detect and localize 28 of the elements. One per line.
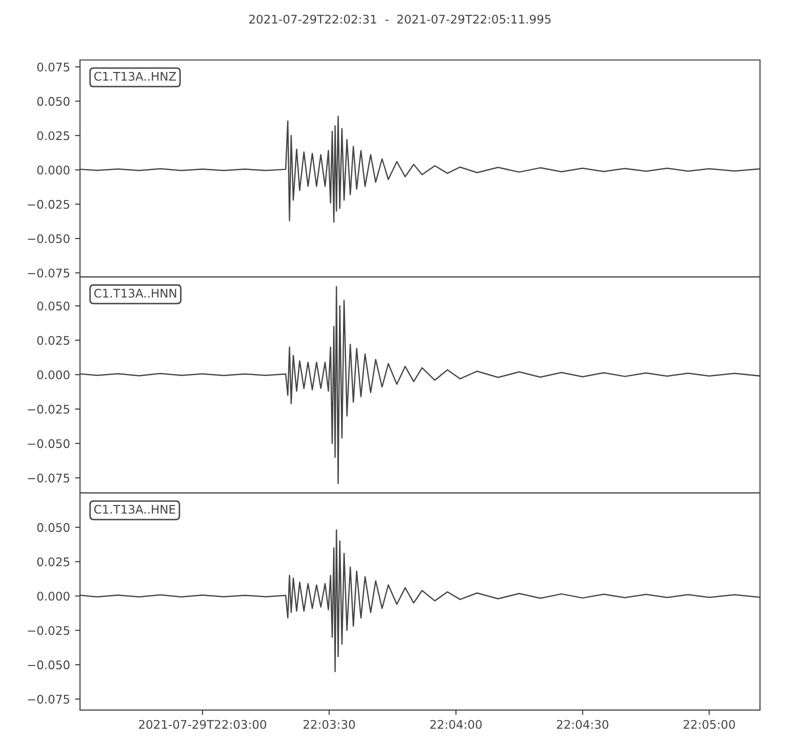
- y-tick-label: −0.025: [28, 404, 70, 414]
- x-tick-label: 2021-07-29T22:03:00: [138, 720, 266, 729]
- y-tick-label: −0.025: [28, 200, 70, 209]
- chart-title: 2021-07-29T22:02:31 - 2021-07-29T22:05:11.995: [249, 14, 551, 24]
- y-tick-label: 0.025: [37, 336, 70, 345]
- annotation: C1.T13A..HNN: [94, 288, 176, 298]
- x-tick-label: 22:05:00: [684, 720, 735, 729]
- y-tick-label: −0.050: [28, 439, 70, 448]
- y-tick-label: −0.075: [28, 474, 70, 482]
- y-tick-label: 0.075: [37, 62, 70, 72]
- annotation: C1.T13A..HNE: [94, 504, 176, 514]
- y-tick-label: 0.000: [37, 166, 70, 175]
- y-tick-label: −0.025: [28, 626, 70, 635]
- annotation: C1.T13A..HNZ: [94, 72, 176, 81]
- y-tick-label: −0.050: [28, 660, 70, 670]
- y-tick-label: 0.000: [37, 592, 70, 601]
- y-tick-label: 0.000: [37, 370, 70, 380]
- y-tick-label: −0.050: [28, 234, 70, 244]
- y-tick-label: 0.050: [37, 523, 70, 532]
- x-tick-label: 22:04:30: [556, 720, 608, 729]
- y-tick-label: 0.050: [37, 96, 70, 106]
- y-tick-label: 0.025: [37, 557, 70, 566]
- y-tick-label: −0.075: [28, 694, 70, 704]
- y-tick-label: 0.025: [37, 131, 70, 140]
- x-tick-label: 22:04:00: [430, 720, 482, 729]
- y-tick-label: 0.050: [37, 302, 70, 311]
- y-tick-label: −0.075: [28, 268, 70, 278]
- x-tick-label: 22:03:30: [304, 720, 355, 729]
